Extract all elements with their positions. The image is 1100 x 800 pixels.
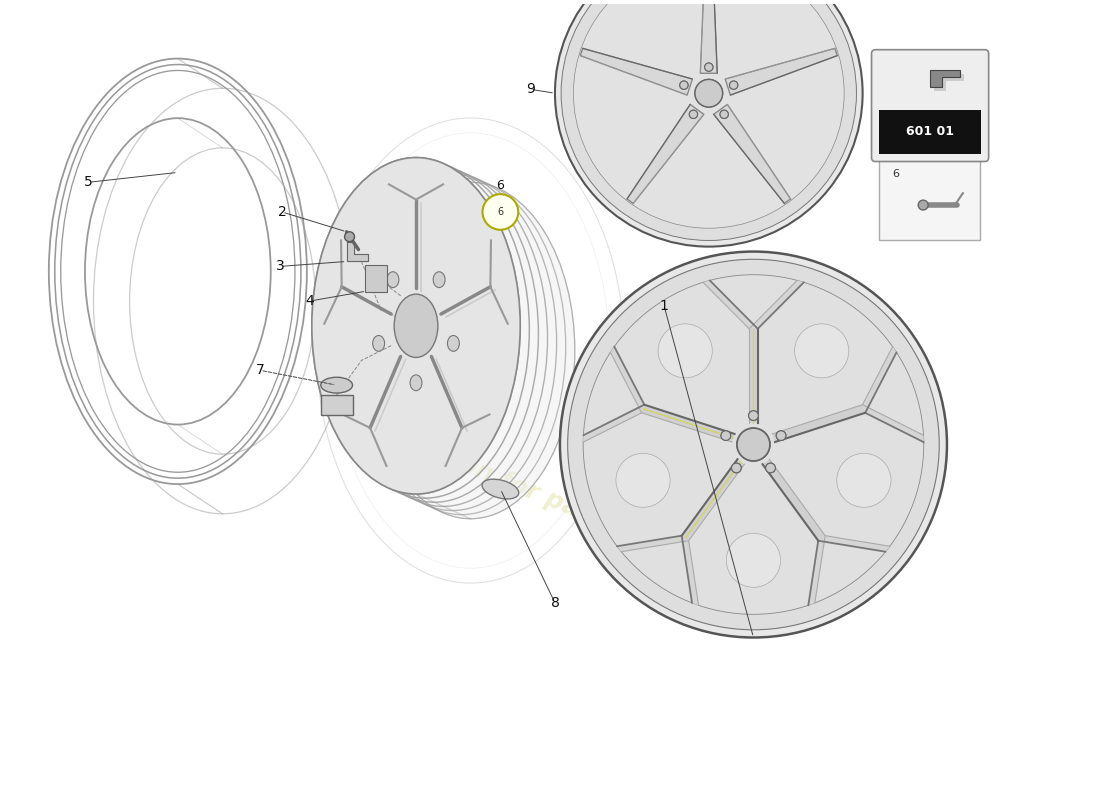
Text: a passion for parts since 85: a passion for parts since 85 xyxy=(364,414,736,583)
Polygon shape xyxy=(934,74,964,91)
Circle shape xyxy=(690,110,697,118)
Circle shape xyxy=(560,251,947,638)
FancyBboxPatch shape xyxy=(880,110,981,154)
Circle shape xyxy=(705,63,713,71)
Polygon shape xyxy=(641,405,735,442)
Circle shape xyxy=(794,324,849,378)
Circle shape xyxy=(837,454,891,507)
Polygon shape xyxy=(682,459,745,541)
Polygon shape xyxy=(762,459,825,541)
Circle shape xyxy=(732,463,741,473)
Circle shape xyxy=(777,430,785,441)
Text: 9: 9 xyxy=(526,82,535,96)
FancyBboxPatch shape xyxy=(365,266,387,292)
Circle shape xyxy=(680,81,689,90)
Polygon shape xyxy=(714,105,791,203)
Circle shape xyxy=(705,63,713,71)
Polygon shape xyxy=(725,48,837,95)
Polygon shape xyxy=(931,70,960,87)
FancyBboxPatch shape xyxy=(880,159,980,240)
Ellipse shape xyxy=(433,272,446,287)
Ellipse shape xyxy=(373,335,385,351)
Circle shape xyxy=(737,428,770,461)
Text: 4: 4 xyxy=(306,294,315,308)
Circle shape xyxy=(749,410,758,421)
Text: 3: 3 xyxy=(276,259,285,274)
Polygon shape xyxy=(627,105,704,203)
Circle shape xyxy=(680,81,689,90)
Circle shape xyxy=(344,232,354,242)
Polygon shape xyxy=(750,280,804,330)
Text: 7: 7 xyxy=(256,363,265,378)
Circle shape xyxy=(561,0,857,241)
Circle shape xyxy=(726,534,781,587)
Circle shape xyxy=(737,428,770,461)
Circle shape xyxy=(749,410,758,421)
Text: 601 01: 601 01 xyxy=(906,126,954,138)
Circle shape xyxy=(720,430,730,441)
Ellipse shape xyxy=(321,378,352,393)
Circle shape xyxy=(695,79,723,107)
Circle shape xyxy=(658,324,713,378)
Circle shape xyxy=(690,110,697,118)
Circle shape xyxy=(729,81,738,90)
Polygon shape xyxy=(583,406,643,442)
Polygon shape xyxy=(581,48,692,95)
Circle shape xyxy=(556,0,862,246)
Circle shape xyxy=(766,463,775,473)
Text: 1: 1 xyxy=(660,299,669,313)
Polygon shape xyxy=(772,405,866,442)
Text: 6: 6 xyxy=(892,170,900,179)
Polygon shape xyxy=(749,329,758,423)
Circle shape xyxy=(720,110,728,118)
Polygon shape xyxy=(610,346,645,412)
Circle shape xyxy=(483,194,518,230)
FancyBboxPatch shape xyxy=(871,50,989,162)
Ellipse shape xyxy=(366,182,575,518)
Text: 6: 6 xyxy=(497,207,504,217)
Circle shape xyxy=(573,0,844,228)
Polygon shape xyxy=(682,537,698,606)
Polygon shape xyxy=(346,242,368,262)
Text: 2: 2 xyxy=(277,205,286,219)
Ellipse shape xyxy=(448,335,460,351)
Circle shape xyxy=(568,259,939,630)
FancyBboxPatch shape xyxy=(321,395,352,415)
Ellipse shape xyxy=(311,158,520,494)
Ellipse shape xyxy=(394,294,438,358)
Circle shape xyxy=(583,274,924,614)
Polygon shape xyxy=(617,535,688,552)
Circle shape xyxy=(732,463,741,473)
Polygon shape xyxy=(701,0,717,74)
Circle shape xyxy=(766,463,775,473)
Text: 6: 6 xyxy=(496,178,504,192)
Circle shape xyxy=(918,200,928,210)
Ellipse shape xyxy=(410,375,422,390)
Polygon shape xyxy=(820,535,890,552)
Polygon shape xyxy=(862,346,896,412)
Ellipse shape xyxy=(387,272,399,287)
Polygon shape xyxy=(864,406,924,442)
Circle shape xyxy=(616,454,670,507)
Circle shape xyxy=(720,430,730,441)
Circle shape xyxy=(729,81,738,90)
Circle shape xyxy=(695,79,723,107)
Polygon shape xyxy=(703,280,757,330)
Circle shape xyxy=(720,110,728,118)
Polygon shape xyxy=(808,537,825,606)
Ellipse shape xyxy=(482,479,519,499)
Text: 8: 8 xyxy=(550,596,560,610)
Text: 5: 5 xyxy=(84,175,92,190)
Circle shape xyxy=(744,435,763,454)
Circle shape xyxy=(777,430,785,441)
